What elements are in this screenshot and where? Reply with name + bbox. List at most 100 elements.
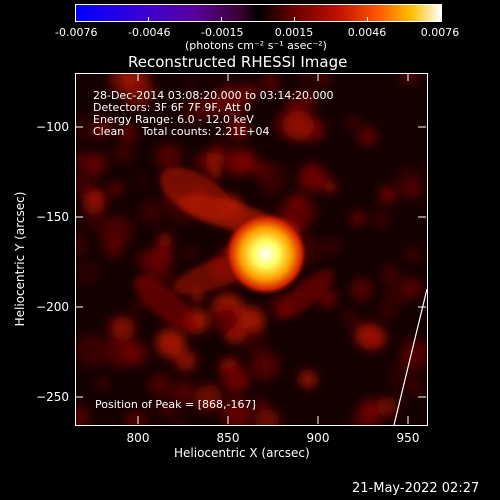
emission-blob <box>109 74 137 92</box>
emission-blob <box>377 396 398 417</box>
emission-blob <box>241 328 266 353</box>
emission-blob <box>76 115 98 142</box>
emission-blob <box>108 182 123 197</box>
info-line-clean: Clean Total counts: 2.21E+04 <box>93 125 270 138</box>
emission-blob <box>175 350 197 372</box>
emission-blob <box>76 170 95 195</box>
peak-source <box>224 212 308 296</box>
emission-blob <box>356 323 383 350</box>
emission-blob <box>341 309 358 326</box>
emission-blob <box>98 219 126 247</box>
colorbar-tick-label: -0.0046 <box>128 26 171 39</box>
emission-blob <box>212 306 241 334</box>
emission-blob <box>93 123 108 138</box>
info-line-energy: Energy Range: 6.0 - 12.0 keV <box>93 113 254 126</box>
emission-blob <box>382 266 397 281</box>
y-tick-label: −250 <box>36 390 69 404</box>
colorbar-tick-mark <box>75 17 76 22</box>
emission-blob <box>404 278 423 298</box>
emission-blob <box>171 380 196 405</box>
colorbar <box>75 4 442 22</box>
emission-blob <box>236 306 265 335</box>
colorbar-tick-label: 0.0015 <box>274 26 314 39</box>
emission-blob <box>345 114 362 130</box>
emission-blob <box>225 148 253 176</box>
emission-blob <box>379 300 399 320</box>
emission-blob <box>254 409 280 425</box>
colorbar-tick-label: 0.0076 <box>420 26 460 39</box>
emission-blob <box>173 418 186 425</box>
emission-blob <box>155 143 183 171</box>
emission-blob <box>254 398 269 412</box>
emission-blob <box>324 180 337 193</box>
emission-blob <box>394 165 425 196</box>
x-tick-label: 950 <box>397 431 420 445</box>
emission-blob <box>350 211 365 226</box>
emission-blob <box>299 74 312 83</box>
emission-blob <box>138 199 165 225</box>
y-tick-label: −150 <box>36 210 69 224</box>
y-tick-label: −200 <box>36 300 69 314</box>
emission-blob <box>250 351 279 380</box>
emission-blob <box>358 127 377 146</box>
emission-blob <box>184 246 198 260</box>
emission-blob <box>76 258 100 285</box>
emission-blob <box>125 409 147 425</box>
emission-blob <box>76 334 108 367</box>
emission-blob <box>111 316 135 340</box>
emission-blob <box>158 233 172 248</box>
colorbar-tick-label: 0.0046 <box>347 26 387 39</box>
emission-blob <box>96 376 110 391</box>
info-line-detectors: Detectors: 3F 6F 7F 9F, Att 0 <box>93 101 252 114</box>
emission-blob <box>282 110 314 141</box>
emission-blob <box>214 84 247 117</box>
emission-blob <box>76 405 90 425</box>
y-tick-label: −100 <box>36 120 69 134</box>
emission-blob <box>185 77 199 91</box>
emission-blob <box>298 163 327 192</box>
emission-blob <box>324 238 342 255</box>
colorbar-units-label: (photons cm⁻² s⁻¹ asec⁻²) <box>185 39 327 52</box>
x-tick-label: 850 <box>217 431 240 445</box>
colorbar-tick-mark <box>294 17 295 22</box>
emission-blob <box>406 248 420 261</box>
emission-blob <box>259 163 288 192</box>
emission-blob <box>319 289 337 308</box>
emission-blob <box>152 398 169 416</box>
x-tick-label: 900 <box>307 431 330 445</box>
plot-area <box>75 73 428 426</box>
emission-blob <box>149 373 171 395</box>
emission-blob <box>195 384 223 412</box>
colorbar-tick-label: -0.0015 <box>201 26 244 39</box>
chart-title: Reconstructed RHESSI Image <box>128 53 348 71</box>
heatmap-image <box>76 74 427 425</box>
emission-blob <box>407 379 425 396</box>
colorbar-tick-mark <box>148 17 149 22</box>
colorbar-tick-mark <box>221 17 222 22</box>
emission-blob <box>370 209 391 230</box>
emission-blob <box>124 341 148 366</box>
footer-timestamp: 21-May-2022 02:27 <box>352 481 480 496</box>
emission-blob <box>400 74 419 84</box>
colorbar-ticks: -0.0076 -0.0046 -0.0015 0.0015 0.0046 0.0076 <box>0 0 500 60</box>
emission-blob <box>399 339 427 370</box>
x-axis-label: Heliocentric X (arcsec) <box>174 446 310 460</box>
solar-limb-line <box>393 288 427 425</box>
emission-blob <box>76 234 87 256</box>
emission-blob <box>113 142 135 164</box>
emission-blob <box>284 198 313 228</box>
emission-blob <box>182 97 209 124</box>
emission-blob <box>379 186 397 204</box>
x-tick-label: 800 <box>127 431 150 445</box>
emission-blob <box>227 118 250 140</box>
emission-blob <box>222 398 252 425</box>
emission-blob <box>84 153 107 176</box>
emission-blob <box>135 174 148 187</box>
colorbar-tick-label: -0.0076 <box>55 26 98 39</box>
colorbar-tick-mark <box>367 17 368 22</box>
emission-blob <box>316 74 331 87</box>
emission-blob <box>350 278 374 301</box>
emission-blob <box>360 398 381 419</box>
info-line-time: 28-Dec-2014 03:08:20.000 to 03:14:20.000 <box>93 89 334 102</box>
emission-blob <box>299 370 317 388</box>
